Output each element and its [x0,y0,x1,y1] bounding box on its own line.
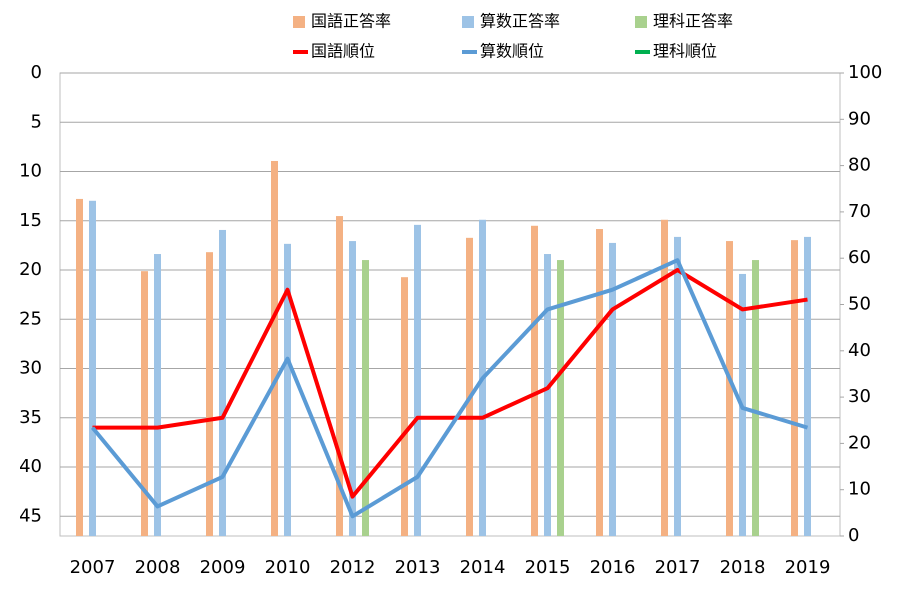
bar [206,252,213,536]
bar [401,277,408,536]
x-tick-label: 2013 [395,557,441,578]
x-tick-label: 2017 [655,557,701,578]
x-tick-label: 2012 [330,557,376,578]
y-tick-label: 15 [19,210,42,231]
x-tick-label: 2015 [525,557,571,578]
bar [89,200,96,536]
x-tick-label: 2018 [720,557,766,578]
y-tick-label: 30 [19,358,42,379]
y2-tick-label: 0 [848,525,859,546]
x-tick-label: 2019 [785,557,831,578]
y-tick-label: 45 [19,505,42,526]
line [92,268,808,499]
y-tick-label: 35 [19,407,42,428]
legend-swatch [635,16,647,28]
y2-tick-label: 40 [848,340,871,361]
y2-tick-label: 70 [848,201,871,222]
legend-label: 算数正答率 [480,12,560,31]
y2-tick-label: 100 [848,62,882,83]
bar [336,216,343,536]
x-tick-label: 2009 [200,557,246,578]
bar [271,160,278,536]
bar [557,260,564,536]
bar [219,229,226,536]
bar [154,254,161,536]
x-tick-label: 2007 [70,557,116,578]
legend-label: 理科正答率 [653,12,733,31]
bar [349,241,356,536]
bar [609,242,616,536]
x-tick-label: 2014 [460,557,506,578]
legend-swatch [462,16,474,28]
bar [76,198,83,536]
bar [661,219,668,536]
legend-label: 国語正答率 [311,12,391,31]
bar [466,237,473,536]
bar [544,254,551,536]
y2-tick-label: 60 [848,247,871,268]
bar [284,243,291,537]
bar [596,229,603,536]
bar [726,241,733,536]
legend-label: 理科順位 [653,42,717,61]
y2-tick-label: 50 [848,294,871,315]
bar [752,260,759,536]
y-tick-label: 20 [19,259,42,280]
x-tick-label: 2016 [590,557,636,578]
legend-label: 算数順位 [480,42,544,61]
y2-tick-label: 90 [848,108,871,129]
x-tick-label: 2010 [265,557,311,578]
y-tick-label: 5 [31,111,42,132]
bar [804,236,811,537]
bar [531,225,538,537]
y2-tick-label: 30 [848,386,871,407]
y-tick-label: 10 [19,161,42,182]
y-tick-label: 40 [19,456,42,477]
bar [414,224,421,536]
bar [362,260,369,536]
bar [141,271,148,536]
y-tick-label: 0 [31,62,42,83]
line [90,258,809,519]
bar [791,240,798,536]
legend-swatch [293,16,305,28]
legend-label: 国語順位 [311,42,375,61]
bar [674,236,681,537]
y-tick-label: 25 [19,308,42,329]
y2-tick-label: 80 [848,155,871,176]
y2-tick-label: 10 [848,479,871,500]
x-tick-label: 2008 [135,557,181,578]
y2-tick-label: 20 [848,432,871,453]
